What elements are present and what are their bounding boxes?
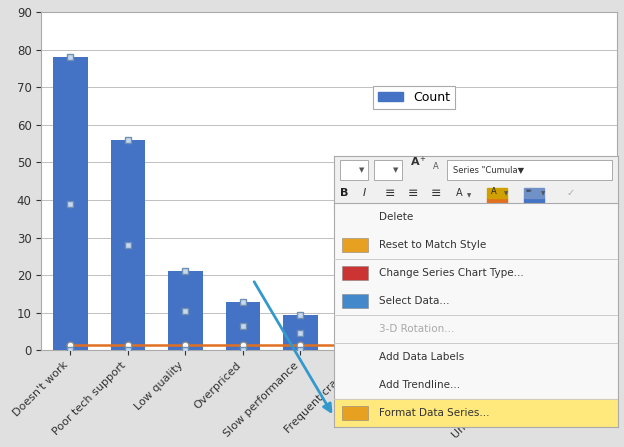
Bar — [398, 332, 433, 350]
Text: B: B — [339, 189, 348, 198]
Text: +: + — [419, 156, 425, 162]
Text: A: A — [456, 189, 462, 198]
Text: ▼: ▼ — [359, 167, 365, 173]
Text: Add Data Labels: Add Data Labels — [379, 352, 464, 362]
Bar — [456, 339, 490, 350]
Text: ▼: ▼ — [394, 167, 399, 173]
Bar — [343, 406, 368, 420]
Text: Format Data Series...: Format Data Series... — [379, 408, 490, 418]
Bar — [110, 140, 145, 350]
Bar — [524, 188, 544, 198]
Text: A: A — [411, 156, 419, 167]
Bar — [168, 271, 203, 350]
Bar — [514, 341, 548, 350]
Bar — [283, 315, 318, 350]
Bar — [524, 198, 544, 205]
Text: Reset to Match Style: Reset to Match Style — [379, 240, 487, 250]
Text: Series "Cumula▼: Series "Cumula▼ — [453, 165, 524, 174]
Text: ≡: ≡ — [431, 187, 441, 200]
Bar — [447, 160, 612, 180]
Bar — [53, 57, 87, 350]
Bar — [374, 160, 402, 180]
Bar — [226, 302, 260, 350]
Text: Change Series Chart Type...: Change Series Chart Type... — [379, 268, 524, 278]
Legend: Count: Count — [373, 86, 456, 109]
Text: A: A — [492, 187, 497, 196]
Text: ▼: ▼ — [504, 191, 509, 196]
Text: ▼: ▼ — [467, 193, 472, 198]
Text: ✏: ✏ — [525, 188, 532, 194]
Text: I: I — [362, 189, 366, 198]
Bar — [343, 238, 368, 253]
Bar — [343, 266, 368, 280]
Text: Add Trendline...: Add Trendline... — [379, 380, 461, 390]
Bar — [334, 399, 618, 427]
Bar — [339, 160, 368, 180]
Text: ≡: ≡ — [407, 187, 418, 200]
Bar — [341, 324, 375, 350]
Bar — [343, 294, 368, 308]
Text: Delete: Delete — [379, 212, 414, 222]
Text: Select Data...: Select Data... — [379, 296, 450, 306]
Bar — [571, 343, 605, 350]
Text: ▼: ▼ — [541, 191, 545, 196]
Text: A: A — [433, 162, 439, 171]
Text: ≡: ≡ — [385, 187, 396, 200]
Text: 3-D Rotation...: 3-D Rotation... — [379, 324, 455, 334]
Bar — [487, 188, 507, 198]
Bar — [487, 198, 507, 205]
Text: ✓: ✓ — [567, 189, 575, 198]
